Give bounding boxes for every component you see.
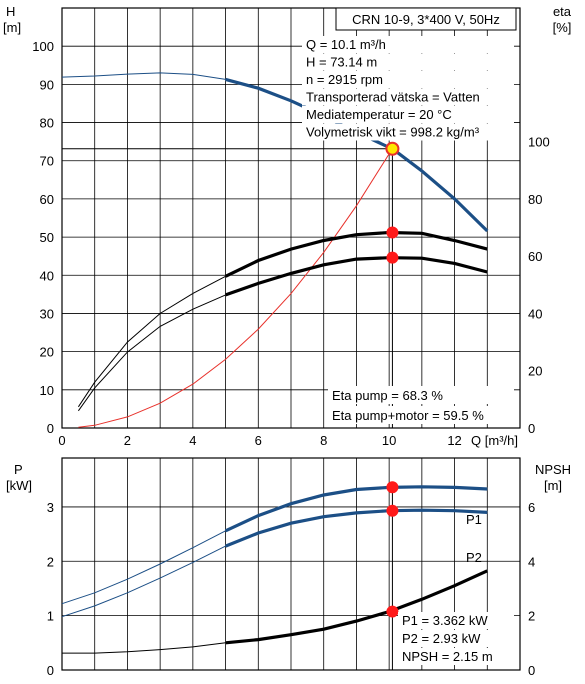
x-tick-label: 12 xyxy=(447,433,461,448)
lower-P2-curve-thin xyxy=(61,545,226,618)
title-box-text: CRN 10-9, 3*400 V, 50Hz xyxy=(352,12,500,27)
y-tick-label-left: 0 xyxy=(47,421,54,436)
lower-P1-curve-thin xyxy=(61,530,226,605)
y-tick-label-left: 40 xyxy=(40,268,54,283)
info-bg xyxy=(302,36,514,53)
series-label-p1: P1 xyxy=(466,512,482,527)
y-axis-label-right-lower-unit: [m] xyxy=(544,478,562,493)
upper-H-curve-thin xyxy=(61,72,226,80)
x-tick-label: 0 xyxy=(58,433,65,448)
info-line: Transporterad vätska = Vatten xyxy=(306,90,480,105)
info-bg xyxy=(302,123,514,141)
x-tick-label: 4 xyxy=(189,433,196,448)
info-line: Q = 10.1 m³/h xyxy=(306,37,386,52)
y-tick-label-left-lower: 1 xyxy=(47,609,54,624)
info-line: H = 73.14 m xyxy=(306,55,377,70)
info-line-lower: P2 = 2.93 kW xyxy=(402,631,481,646)
lower-P1-curve xyxy=(224,485,488,533)
y-tick-label-left: 90 xyxy=(40,77,54,92)
title-box xyxy=(335,7,517,31)
info-bg xyxy=(302,71,514,88)
y-tick-label-left: 100 xyxy=(32,39,54,54)
y-tick-label-left: 10 xyxy=(40,383,54,398)
y-tick-label-left: 70 xyxy=(40,154,54,169)
y-axis-label-left-lower-unit: [kW] xyxy=(6,478,32,493)
info-bg-lower xyxy=(398,612,514,629)
info-line-lower: NPSH = 2.15 m xyxy=(402,649,493,664)
eta-info-line: Eta pump+motor = 59.5 % xyxy=(332,408,484,423)
y-axis-label-left: H xyxy=(6,4,15,19)
y-tick-label-left-lower: 3 xyxy=(47,500,54,515)
series-label-p2: P2 xyxy=(466,550,482,565)
y-tick-label-right: 40 xyxy=(528,306,542,321)
y-tick-label-right-lower: 4 xyxy=(528,554,535,569)
info-bg xyxy=(302,53,514,71)
y-tick-label-right: 20 xyxy=(528,364,542,379)
upper-eta_total-curve-thin xyxy=(77,294,226,412)
op-marker-p2 xyxy=(386,504,399,517)
op-marker-npsh xyxy=(386,605,399,618)
info-line: Volymetrisk vikt = 998.2 kg/m³ xyxy=(306,125,480,140)
y-tick-label-left-lower: 0 xyxy=(47,663,54,678)
y-tick-label-left: 50 xyxy=(40,230,54,245)
info-line-lower: P1 = 3.362 kW xyxy=(402,613,488,628)
y-axis-label-left-lower: P xyxy=(14,462,23,477)
upper-eta_pump-curve-thin xyxy=(77,275,226,408)
y-tick-label-right-lower: 6 xyxy=(528,500,535,515)
y-tick-label-right: 0 xyxy=(528,421,535,436)
y-axis-label-right-unit: [%] xyxy=(553,20,572,35)
info-bg-lower xyxy=(398,630,514,647)
eta-info-bg xyxy=(328,386,514,404)
op-marker-head xyxy=(385,141,400,156)
y-tick-label-left: 30 xyxy=(40,306,54,321)
info-line: n = 2915 rpm xyxy=(306,72,383,87)
lower-NPSH-curve xyxy=(225,569,488,645)
y-tick-label-left-lower: 2 xyxy=(47,554,54,569)
x-tick-label: 6 xyxy=(255,433,262,448)
eta-info-bg xyxy=(328,406,514,424)
eta-info-line: Eta pump = 68.3 % xyxy=(332,388,443,403)
y-axis-label-right-lower: NPSH xyxy=(535,462,571,477)
op-marker-p1 xyxy=(386,481,399,494)
y-tick-label-right: 80 xyxy=(528,192,542,207)
lower-NPSH-curve-thin xyxy=(62,642,226,654)
lower-P2-curve xyxy=(225,508,488,548)
plot-frame-lower xyxy=(61,457,521,671)
info-bg-lower xyxy=(398,648,514,665)
op-marker-eta-pump xyxy=(386,226,399,239)
y-tick-label-left: 20 xyxy=(40,345,54,360)
y-tick-label-left: 80 xyxy=(40,116,54,131)
x-tick-label: 10 xyxy=(382,433,396,448)
y-axis-label-right: eta xyxy=(553,4,572,19)
y-tick-label-right: 100 xyxy=(528,135,550,150)
info-bg xyxy=(302,106,514,123)
op-marker-eta-total xyxy=(386,251,399,264)
x-axis-label: Q [m³/h] xyxy=(471,433,518,448)
upper-eta_pump-curve xyxy=(224,230,488,278)
y-axis-label-left-unit: [m] xyxy=(3,20,21,35)
info-line: Mediatemperatur = 20 °C xyxy=(306,107,452,122)
y-tick-label-right: 60 xyxy=(528,249,542,264)
y-tick-label-right-lower: 0 xyxy=(528,663,535,678)
y-tick-label-right-lower: 2 xyxy=(528,609,535,624)
plot-frame-upper xyxy=(61,7,521,429)
y-tick-label-left: 60 xyxy=(40,192,54,207)
x-tick-label: 2 xyxy=(124,433,131,448)
info-bg xyxy=(302,88,514,106)
upper-eta_total-curve xyxy=(225,256,488,297)
upper-system-curve xyxy=(78,148,393,428)
x-tick-label: 8 xyxy=(320,433,327,448)
